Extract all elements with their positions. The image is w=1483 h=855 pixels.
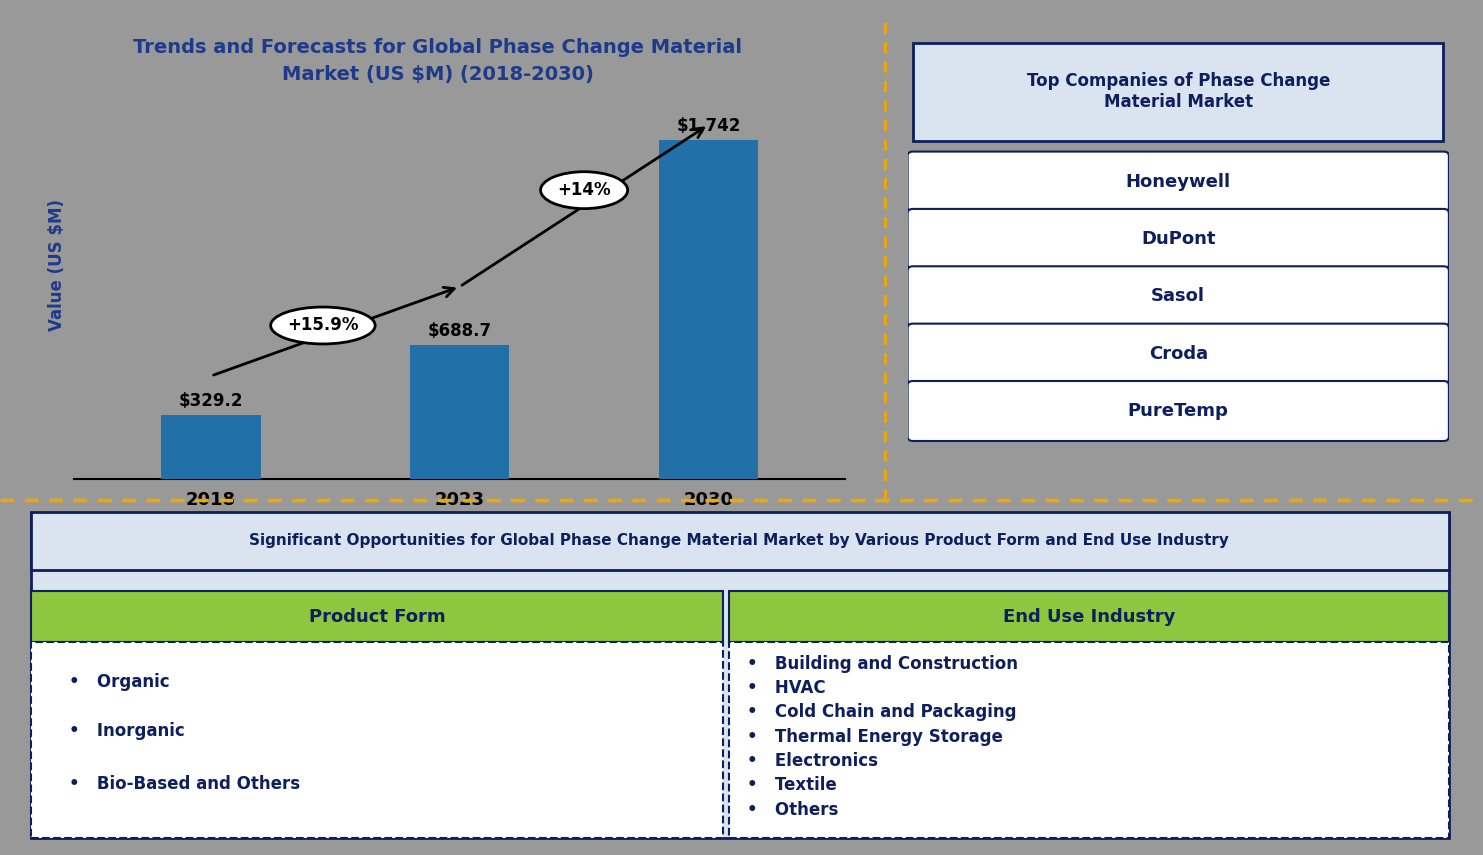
FancyBboxPatch shape xyxy=(908,151,1449,211)
FancyBboxPatch shape xyxy=(728,591,1449,642)
FancyBboxPatch shape xyxy=(728,642,1449,838)
Text: •   Thermal Energy Storage: • Thermal Energy Storage xyxy=(747,728,1003,746)
FancyBboxPatch shape xyxy=(908,266,1449,327)
Text: PureTemp: PureTemp xyxy=(1127,402,1229,420)
Text: •   Cold Chain and Packaging: • Cold Chain and Packaging xyxy=(747,703,1017,722)
Text: $688.7: $688.7 xyxy=(427,322,492,340)
Text: $329.2: $329.2 xyxy=(179,392,243,410)
FancyBboxPatch shape xyxy=(31,642,722,838)
Text: Product Form: Product Form xyxy=(308,608,445,626)
FancyBboxPatch shape xyxy=(908,324,1449,384)
Text: Trends and Forecasts for Global Phase Change Material: Trends and Forecasts for Global Phase Ch… xyxy=(133,38,742,56)
Text: •   HVAC: • HVAC xyxy=(747,679,826,697)
Bar xyxy=(162,415,261,479)
Text: •   Building and Construction: • Building and Construction xyxy=(747,654,1019,673)
Text: •   Others: • Others xyxy=(747,800,838,818)
Text: •   Bio-Based and Others: • Bio-Based and Others xyxy=(70,775,301,793)
FancyBboxPatch shape xyxy=(908,209,1449,269)
Text: Top Companies of Phase Change
Material Market: Top Companies of Phase Change Material M… xyxy=(1026,72,1330,110)
FancyBboxPatch shape xyxy=(908,381,1449,441)
Text: Honeywell: Honeywell xyxy=(1126,173,1231,191)
Text: End Use Industry: End Use Industry xyxy=(1003,608,1175,626)
FancyBboxPatch shape xyxy=(31,591,722,642)
FancyBboxPatch shape xyxy=(31,512,1449,569)
Ellipse shape xyxy=(271,307,375,344)
Text: Sasol: Sasol xyxy=(1151,287,1206,305)
Text: +15.9%: +15.9% xyxy=(288,316,359,334)
Text: •   Organic: • Organic xyxy=(70,673,171,691)
FancyBboxPatch shape xyxy=(914,43,1443,141)
Text: $1,742: $1,742 xyxy=(676,117,740,135)
Text: DuPont: DuPont xyxy=(1140,230,1216,248)
FancyBboxPatch shape xyxy=(31,513,1449,838)
Text: •   Inorganic: • Inorganic xyxy=(70,722,185,740)
Text: •   Textile: • Textile xyxy=(747,776,836,794)
Bar xyxy=(409,345,510,479)
Text: Market (US $M) (2018-2030): Market (US $M) (2018-2030) xyxy=(282,65,593,84)
Text: Croda: Croda xyxy=(1149,345,1207,363)
Text: •   Electronics: • Electronics xyxy=(747,752,878,770)
Y-axis label: Value (US $M): Value (US $M) xyxy=(47,199,65,331)
Ellipse shape xyxy=(541,172,627,209)
Bar xyxy=(658,140,758,479)
Text: +14%: +14% xyxy=(558,181,611,199)
Text: Significant Opportunities for Global Phase Change Material Market by Various Pro: Significant Opportunities for Global Pha… xyxy=(249,534,1228,548)
